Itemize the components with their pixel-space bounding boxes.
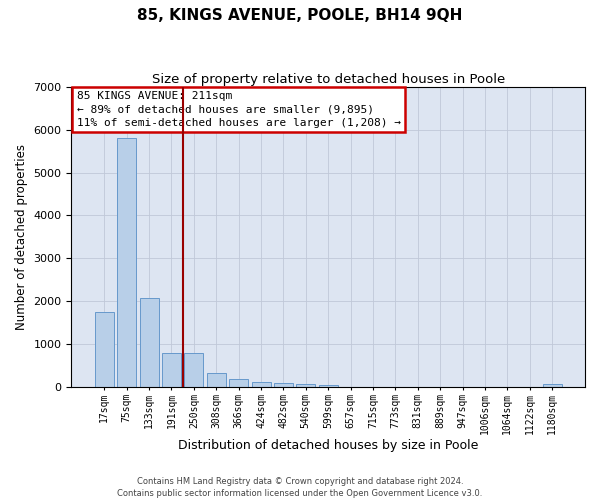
Bar: [319, 384, 338, 388]
Text: 85 KINGS AVENUE: 211sqm
← 89% of detached houses are smaller (9,895)
11% of semi: 85 KINGS AVENUE: 211sqm ← 89% of detache…: [77, 91, 401, 128]
Bar: [184, 353, 203, 388]
X-axis label: Distribution of detached houses by size in Poole: Distribution of detached houses by size …: [178, 440, 478, 452]
Title: Size of property relative to detached houses in Poole: Size of property relative to detached ho…: [152, 72, 505, 86]
Bar: [296, 384, 316, 388]
Bar: [207, 372, 226, 388]
Text: Contains HM Land Registry data © Crown copyright and database right 2024.
Contai: Contains HM Land Registry data © Crown c…: [118, 476, 482, 498]
Y-axis label: Number of detached properties: Number of detached properties: [15, 144, 28, 330]
Bar: [542, 384, 562, 388]
Bar: [274, 383, 293, 388]
Bar: [162, 353, 181, 388]
Bar: [117, 138, 136, 388]
Bar: [229, 379, 248, 388]
Bar: [140, 298, 158, 388]
Bar: [251, 382, 271, 388]
Text: 85, KINGS AVENUE, POOLE, BH14 9QH: 85, KINGS AVENUE, POOLE, BH14 9QH: [137, 8, 463, 22]
Bar: [95, 312, 114, 388]
